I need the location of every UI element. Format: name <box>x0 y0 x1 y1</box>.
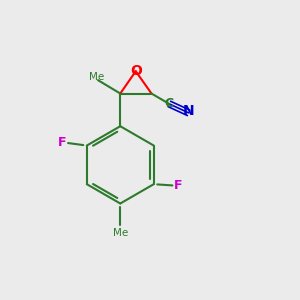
Text: Me: Me <box>89 72 104 82</box>
Text: C: C <box>165 98 174 110</box>
Text: N: N <box>183 104 194 118</box>
Text: O: O <box>130 64 142 78</box>
Text: F: F <box>58 136 67 149</box>
Text: Me: Me <box>113 228 128 238</box>
Text: F: F <box>174 179 182 192</box>
